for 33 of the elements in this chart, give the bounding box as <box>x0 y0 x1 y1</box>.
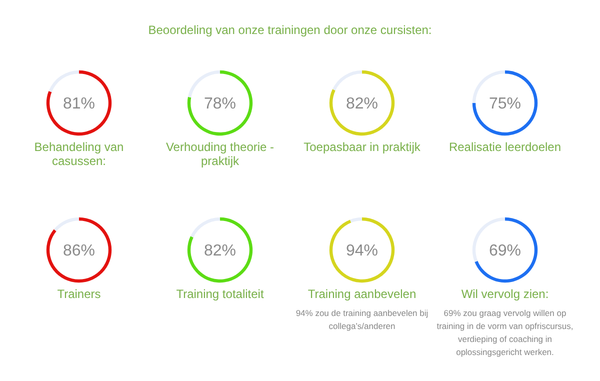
donut-slice <box>187 217 253 283</box>
data-label: 82% <box>204 242 236 260</box>
text: Behandeling van casussen: <box>34 140 124 168</box>
data-label: 75% <box>488 96 522 113</box>
donut-slice <box>190 217 220 238</box>
donut-slice <box>350 217 362 223</box>
donut-slice <box>472 70 538 136</box>
text: Training totaliteit <box>176 287 264 301</box>
data-label: 78% <box>204 96 236 113</box>
donut-slice <box>329 217 395 283</box>
donut-slice <box>187 70 253 136</box>
text: Wil vervolg zien: <box>461 287 549 301</box>
donut-slice <box>474 217 538 283</box>
donut-slice <box>46 70 112 136</box>
text: Toepasbaar in praktijk <box>304 140 422 154</box>
data-label: 86% <box>62 242 96 260</box>
donut-slice <box>188 70 220 98</box>
text: Beoordeling van onze trainingen door onze cursisten: <box>148 23 432 37</box>
donut-slice <box>54 217 79 232</box>
data-label: 94% <box>346 242 378 260</box>
text: Trainers <box>57 287 101 301</box>
text: 69% zou graag vervolg willen op training in de vorm van opfriscursus, verdieping of coaching in oplossingsgericht werken. <box>436 308 574 357</box>
data-label: 81% <box>62 96 96 113</box>
text: Training aanbevelen <box>308 287 416 301</box>
donut-slice <box>46 217 112 283</box>
donut-slice <box>329 70 395 136</box>
text: 94% zou de training aanbevelen bij collega’s/anderen <box>296 308 428 331</box>
donut-slice <box>48 70 79 92</box>
text: Realisatie leerdoelen <box>448 140 562 154</box>
data-label: 82% <box>346 96 378 113</box>
donut-slice <box>332 70 362 90</box>
data-label: 69% <box>488 242 522 260</box>
text: Verhouding theorie - praktijk <box>166 140 274 168</box>
